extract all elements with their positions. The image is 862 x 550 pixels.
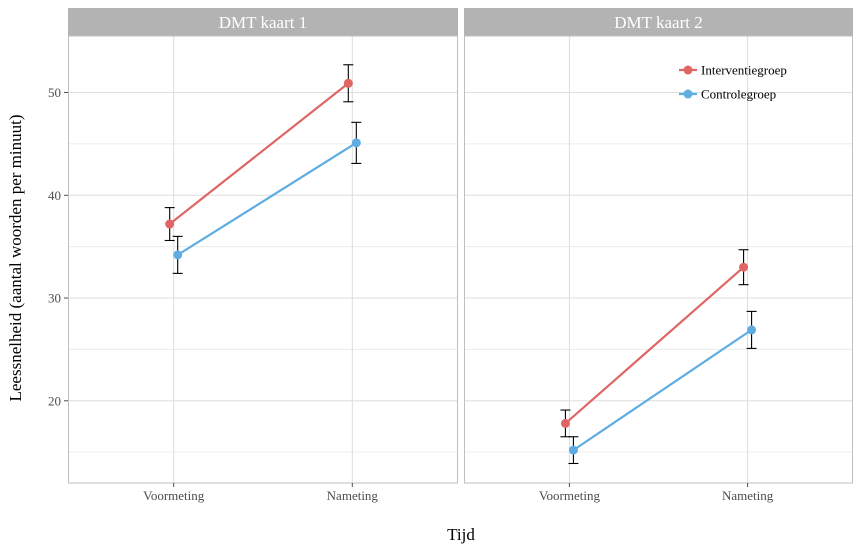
series-line xyxy=(564,266,745,425)
series-line xyxy=(177,141,357,256)
data-point xyxy=(747,325,757,335)
y-tick-label: 40 xyxy=(48,188,61,203)
legend-key-point xyxy=(683,89,693,99)
panel-title: DMT kaart 2 xyxy=(614,13,702,32)
y-tick-label: 50 xyxy=(48,85,61,100)
series-line xyxy=(169,82,349,225)
x-tick-label: Voormeting xyxy=(539,488,601,503)
x-tick-label: Nameting xyxy=(722,488,774,503)
legend-key-point xyxy=(683,65,693,75)
panel-strip xyxy=(68,8,458,36)
panel-1: DMT kaart 1 Voormeting Nameting xyxy=(68,8,458,503)
series-line xyxy=(572,328,753,452)
y-axis-title: Leessnelheid (aantal woorden per minuut) xyxy=(6,114,25,401)
legend-label: Interventiegroep xyxy=(701,63,787,78)
y-tick-label: 30 xyxy=(48,291,61,306)
plot-background xyxy=(464,36,853,483)
data-point xyxy=(343,78,353,88)
panel-border xyxy=(68,35,458,484)
data-point xyxy=(173,250,183,260)
panel-2: DMT kaart 2 Voormeting Nameting xyxy=(464,8,853,503)
data-point xyxy=(568,445,578,455)
legend-item: Controlegroep xyxy=(679,87,776,102)
data-point xyxy=(739,262,749,272)
series-interventiegroep xyxy=(560,249,749,438)
series-controlegroep xyxy=(172,121,362,274)
legend: Interventiegroep Controlegroep xyxy=(679,63,787,102)
x-tick-label: Nameting xyxy=(327,488,379,503)
panel-border xyxy=(464,35,853,484)
x-tick-label: Voormeting xyxy=(143,488,205,503)
data-point xyxy=(165,219,175,229)
y-tick-label: 20 xyxy=(48,393,61,408)
legend-label: Controlegroep xyxy=(701,87,776,102)
series-interventiegroep xyxy=(164,64,354,242)
legend-item: Interventiegroep xyxy=(679,63,787,78)
panel-strip xyxy=(464,8,853,36)
panel-title: DMT kaart 1 xyxy=(219,13,307,32)
series-controlegroep xyxy=(568,310,757,465)
data-point xyxy=(560,418,570,428)
x-axis-title: Tijd xyxy=(447,525,475,544)
plot-background xyxy=(68,36,458,483)
data-point xyxy=(351,138,361,148)
